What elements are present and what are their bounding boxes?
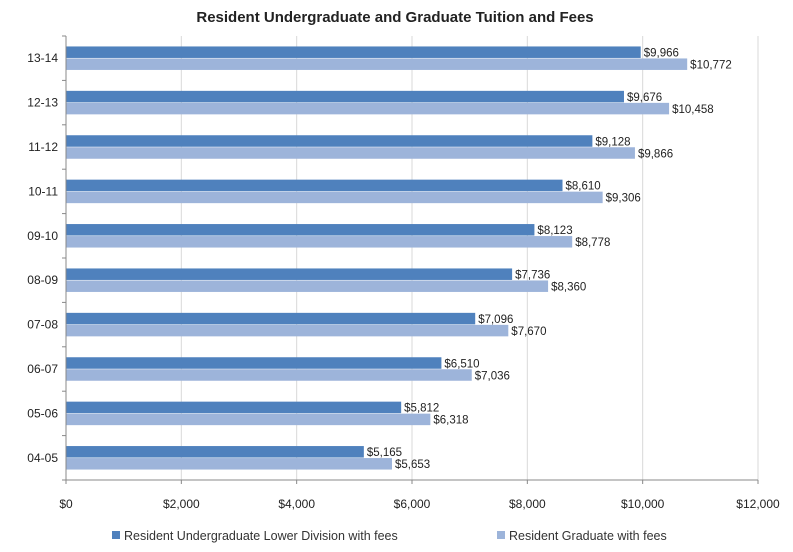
data-label: $10,458 — [672, 104, 714, 116]
data-label: $9,966 — [644, 47, 679, 59]
y-tick-label: 08-09 — [27, 273, 58, 287]
bar — [66, 236, 573, 248]
x-tick-label: $2,000 — [163, 497, 200, 511]
data-label: $5,653 — [395, 459, 430, 471]
legend: Resident Undergraduate Lower Division wi… — [112, 529, 667, 543]
chart-title: Resident Undergraduate and Graduate Tuit… — [196, 9, 593, 26]
y-tick-label: 04-05 — [27, 451, 58, 465]
x-tick-label: $10,000 — [621, 497, 665, 511]
x-tick-label: $0 — [59, 497, 73, 511]
data-label: $9,128 — [595, 136, 630, 148]
data-label: $9,676 — [627, 92, 662, 104]
bar — [66, 401, 402, 414]
bar — [66, 268, 513, 280]
bar — [66, 179, 563, 192]
legend-label: Resident Undergraduate Lower Division wi… — [124, 529, 398, 543]
bar — [66, 312, 476, 325]
bar — [66, 446, 364, 458]
data-label: $7,096 — [478, 314, 513, 326]
data-label: $6,510 — [444, 358, 479, 370]
y-tick-label: 12-13 — [27, 96, 58, 110]
x-tick-label: $6,000 — [394, 497, 431, 511]
bars — [66, 46, 688, 470]
x-tick-label: $12,000 — [736, 497, 780, 511]
data-label: $8,123 — [537, 225, 572, 237]
bar — [66, 324, 509, 337]
x-tick-label: $8,000 — [509, 497, 546, 511]
bar — [66, 135, 593, 147]
bar — [66, 90, 624, 103]
data-label: $7,670 — [511, 326, 546, 338]
legend-label: Resident Graduate with fees — [509, 529, 667, 543]
bar — [66, 58, 688, 70]
bar — [66, 191, 603, 204]
legend-swatch — [497, 531, 505, 539]
data-label: $10,772 — [690, 59, 732, 71]
data-label: $8,360 — [551, 281, 586, 293]
y-tick-label: 11-12 — [28, 140, 58, 154]
data-label: $5,812 — [404, 403, 439, 415]
bar — [66, 369, 472, 381]
y-tick-label: 13-14 — [27, 51, 58, 65]
y-axis: 13-14 12-13 11-12 10-11 09-10 08-09 07-08 06-07… — [27, 35, 67, 481]
y-tick-label: 07-08 — [27, 318, 58, 332]
data-label: $7,036 — [475, 370, 510, 382]
data-label: $7,736 — [515, 269, 550, 281]
legend-swatch — [112, 531, 120, 539]
y-tick-label: 10-11 — [28, 184, 58, 198]
data-labels: $9,966 $10,772 $9,676 $10,458 $9,128 $9,866 $8… — [367, 47, 732, 471]
x-axis: $0 $2,000 $4,000 $6,000 $8,000 $10,000 $12,000 — [59, 479, 780, 511]
data-label: $8,610 — [566, 181, 601, 193]
data-label: $8,778 — [575, 237, 610, 249]
x-tick-label: $4,000 — [278, 497, 315, 511]
data-label: $9,866 — [638, 148, 673, 160]
bar — [66, 224, 535, 236]
bar — [66, 280, 549, 292]
bar — [66, 458, 392, 470]
bar — [66, 102, 670, 115]
bar — [66, 413, 431, 426]
y-tick-label: 05-06 — [27, 406, 58, 420]
bar — [66, 46, 641, 58]
data-label: $9,306 — [606, 193, 641, 205]
y-tick-label: 06-07 — [27, 362, 58, 376]
bar — [66, 357, 442, 369]
data-label: $6,318 — [433, 415, 468, 427]
data-label: $5,165 — [367, 447, 402, 459]
bar — [66, 147, 635, 159]
y-tick-label: 09-10 — [27, 229, 58, 243]
